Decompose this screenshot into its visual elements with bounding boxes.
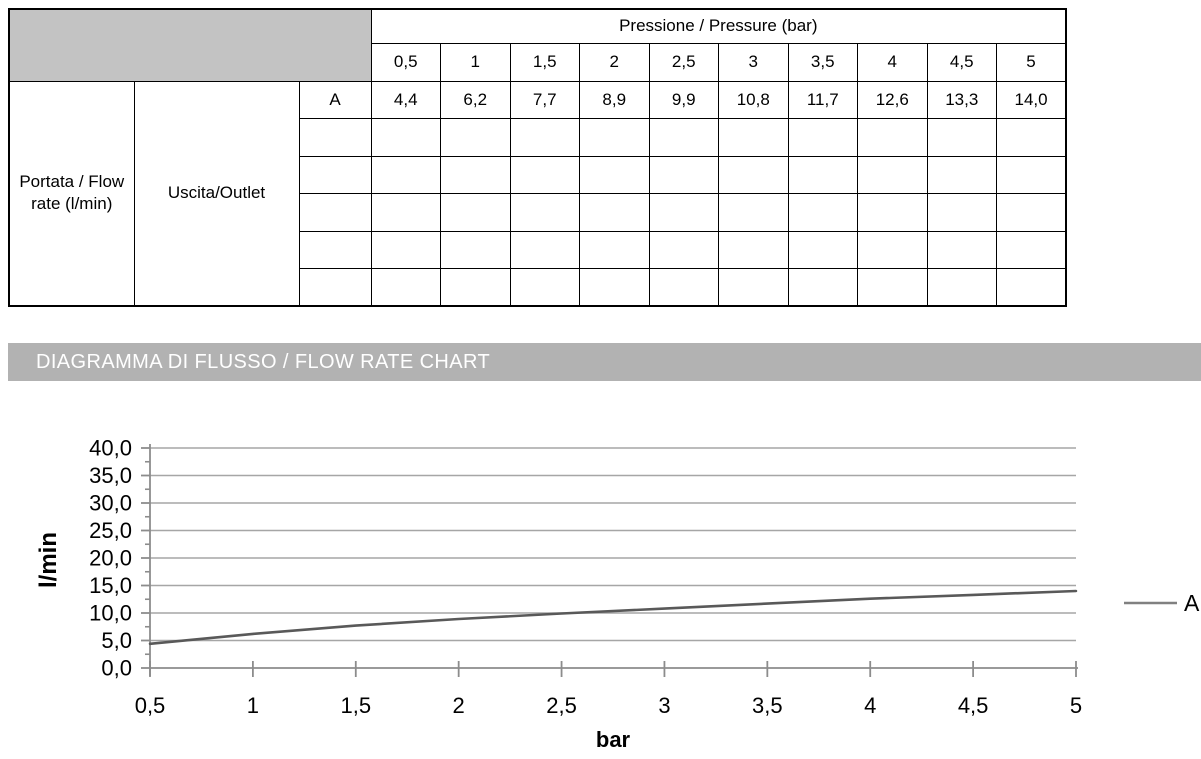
- empty-cell: [648, 268, 719, 307]
- flow-rate-row-header: Portata / Flow rate (l/min): [8, 80, 135, 307]
- flow-value-cell: 8,9: [579, 80, 650, 119]
- y-axis-tick-label: 25,0: [89, 518, 132, 543]
- empty-cell: [440, 155, 511, 194]
- empty-cell: [370, 268, 441, 307]
- x-axis-tick-label: 0,5: [135, 693, 166, 718]
- y-axis-tick-label: 30,0: [89, 491, 132, 516]
- empty-cell: [648, 230, 719, 269]
- pressure-tick-cell: 3,5: [787, 42, 858, 82]
- y-axis-tick-label: 5,0: [101, 628, 132, 653]
- empty-cell: [857, 268, 928, 307]
- pressure-tick-cell: 1: [440, 42, 511, 82]
- y-axis-tick-label: 15,0: [89, 573, 132, 598]
- y-axis-tick-label: 0,0: [101, 656, 132, 681]
- x-axis-tick-label: 2: [453, 693, 465, 718]
- flow-value-cell: 14,0: [996, 80, 1067, 119]
- flow-curve-A: [148, 589, 1078, 646]
- empty-cell: [440, 268, 511, 307]
- flow-value-cell: 7,7: [509, 80, 580, 119]
- table-header-row-2: 0,5 1 1,5 2 2,5 3 3,5 4 4,5 5: [9, 42, 1067, 82]
- x-axis-tick-label: 1,5: [340, 693, 371, 718]
- x-axis-tick-label: 2,5: [546, 693, 577, 718]
- flow-value-cell: 4,4: [370, 80, 441, 119]
- table-row-empty: [9, 193, 1067, 232]
- table-row-empty: [9, 155, 1067, 194]
- outlet-row-header: Uscita/Outlet: [133, 80, 300, 307]
- x-axis-tick-label: 1: [247, 693, 259, 718]
- empty-cell: [509, 193, 580, 232]
- x-axis-title: bar: [596, 727, 631, 752]
- pressure-tick-cell: 2: [579, 42, 650, 82]
- empty-cell: [579, 193, 650, 232]
- empty-cell: [298, 155, 372, 194]
- flow-value-cell: 9,9: [648, 80, 719, 119]
- empty-cell: [718, 268, 789, 307]
- empty-cell: [509, 155, 580, 194]
- empty-cell: [857, 118, 928, 157]
- legend-label: A: [1184, 590, 1200, 616]
- flow-value-cell: 6,2: [440, 80, 511, 119]
- empty-cell: [648, 118, 719, 157]
- empty-cell: [857, 230, 928, 269]
- pressure-tick-cell: 5: [996, 42, 1067, 82]
- empty-cell: [996, 268, 1067, 307]
- empty-cell: [509, 230, 580, 269]
- empty-cell: [787, 155, 858, 194]
- pressure-tick-cell: 4: [857, 42, 928, 82]
- empty-cell: [298, 193, 372, 232]
- empty-cell: [579, 268, 650, 307]
- y-axis-tick-label: 20,0: [89, 546, 132, 571]
- empty-cell: [718, 193, 789, 232]
- empty-cell: [787, 230, 858, 269]
- empty-cell: [579, 118, 650, 157]
- pressure-tick-cell: 4,5: [926, 42, 997, 82]
- x-axis-tick-label: 4: [864, 693, 876, 718]
- outlet-label-A: A: [298, 80, 372, 119]
- flow-value-cell: 11,7: [787, 80, 858, 119]
- y-axis-title: l/min: [35, 532, 62, 588]
- empty-cell: [509, 268, 580, 307]
- table-row-A: Portata / Flow rate (l/min) Uscita/Outle…: [8, 80, 1067, 307]
- y-axis-tick-label: 10,0: [89, 601, 132, 626]
- empty-cell: [996, 155, 1067, 194]
- pressure-tick-cell: 2,5: [648, 42, 719, 82]
- y-axis-tick-label: 35,0: [89, 463, 132, 488]
- empty-cell: [787, 268, 858, 307]
- empty-cell: [440, 118, 511, 157]
- x-axis-tick-label: 3: [658, 693, 670, 718]
- empty-cell: [926, 118, 997, 157]
- table-row-empty: [9, 268, 1067, 307]
- x-axis-tick-label: 4,5: [958, 693, 989, 718]
- empty-cell: [996, 118, 1067, 157]
- empty-cell: [926, 155, 997, 194]
- x-axis-tick-label: 5: [1070, 693, 1082, 718]
- empty-cell: [298, 268, 372, 307]
- empty-cell: [298, 118, 372, 157]
- x-axis-tick-label: 3,5: [752, 693, 783, 718]
- section-banner-title: DIAGRAMMA DI FLUSSO / FLOW RATE CHART: [36, 350, 491, 373]
- table-row-empty: [9, 118, 1067, 157]
- empty-cell: [926, 193, 997, 232]
- empty-cell: [648, 155, 719, 194]
- pressure-tick-cell: 3: [718, 42, 789, 82]
- flow-value-cell: 12,6: [857, 80, 928, 119]
- flow-value-cell: 10,8: [718, 80, 789, 119]
- section-banner: DIAGRAMMA DI FLUSSO / FLOW RATE CHART: [8, 343, 1201, 381]
- flow-rate-table: Pressione / Pressure (bar) 0,5 1 1,5 2 2…: [8, 8, 1068, 307]
- y-axis-tick-label: 40,0: [89, 436, 132, 461]
- empty-cell: [996, 230, 1067, 269]
